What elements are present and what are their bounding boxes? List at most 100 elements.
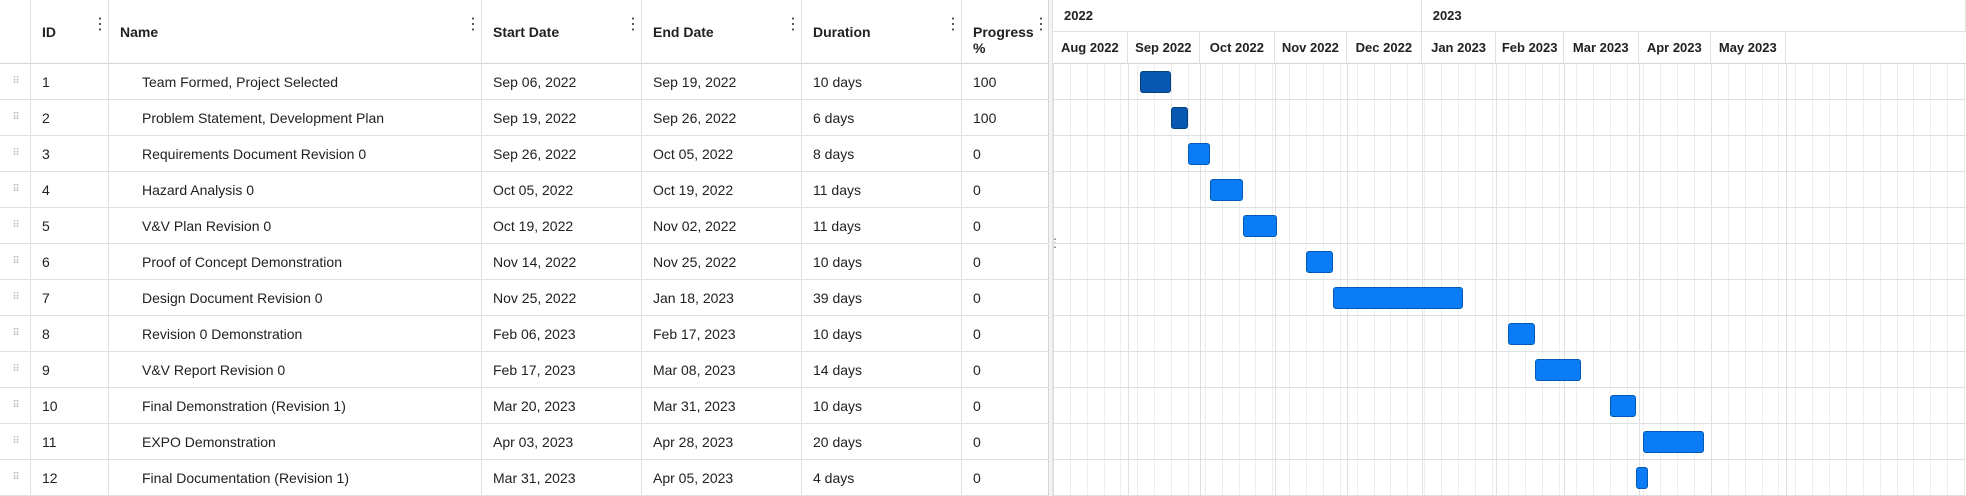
drag-handle-icon[interactable]: ⠿ [12, 112, 19, 123]
cell-duration[interactable]: 14 days [802, 352, 962, 388]
drag-handle-icon[interactable]: ⠿ [12, 148, 19, 159]
cell-start-date[interactable]: Apr 03, 2023 [482, 424, 642, 460]
column-header-progress[interactable]: Progress % ⋮ [962, 0, 1049, 64]
cell-end-date[interactable]: Mar 08, 2023 [642, 352, 802, 388]
drag-handle-icon[interactable]: ⠿ [12, 76, 19, 87]
cell-id[interactable]: 11 [31, 424, 109, 460]
cell-end-date[interactable]: Apr 28, 2023 [642, 424, 802, 460]
table-row[interactable]: ⠿ 10 Final Demonstration (Revision 1) Mar 2… [0, 388, 1049, 424]
table-row[interactable]: ⠿ 12 Final Documentation (Revision 1) Mar 3… [0, 460, 1049, 496]
task-bar[interactable] [1535, 359, 1581, 381]
cell-progress[interactable]: 0 [973, 254, 981, 270]
drag-handle-icon[interactable]: ⠿ [12, 400, 19, 411]
task-bar[interactable] [1609, 395, 1637, 417]
cell-end-date[interactable]: Nov 02, 2022 [642, 208, 802, 244]
cell-end-date[interactable]: Apr 05, 2023 [642, 460, 802, 496]
cell-start-date[interactable]: Nov 25, 2022 [482, 280, 642, 316]
column-header-duration[interactable]: Duration ⋮ [802, 0, 962, 64]
cell-duration[interactable]: 20 days [802, 424, 962, 460]
cell-progress[interactable]: 100 [973, 110, 997, 126]
table-row[interactable]: ⠿ 5 V&V Plan Revision 0 Oct 19, 2022 Nov 02,… [0, 208, 1049, 244]
cell-name[interactable]: Requirements Document Revision 0 [109, 136, 482, 172]
task-bar[interactable] [1643, 431, 1704, 453]
drag-handle-icon[interactable]: ⠿ [12, 328, 19, 339]
cell-end-date[interactable]: Oct 19, 2022 [642, 172, 802, 208]
column-header-name[interactable]: Name ⋮ [109, 0, 482, 64]
cell-name[interactable]: Team Formed, Project Selected [109, 64, 482, 100]
column-header-id[interactable]: ID ⋮ [31, 0, 109, 64]
column-header-start-date[interactable]: Start Date ⋮ [482, 0, 642, 64]
cell-end-date[interactable]: Feb 17, 2023 [642, 316, 802, 352]
cell-name[interactable]: Revision 0 Demonstration [109, 316, 482, 352]
cell-duration[interactable]: 11 days [802, 172, 962, 208]
column-header-end-date[interactable]: End Date ⋮ [642, 0, 802, 64]
cell-id[interactable]: 7 [31, 280, 109, 316]
cell-name[interactable]: Final Documentation (Revision 1) [109, 460, 482, 496]
table-row[interactable]: ⠿ 3 Requirements Document Revision 0 Sep 26… [0, 136, 1049, 172]
drag-handle-icon[interactable]: ⠿ [12, 472, 19, 483]
cell-end-date[interactable]: Sep 26, 2022 [642, 100, 802, 136]
task-bar[interactable] [1139, 71, 1172, 93]
cell-progress[interactable]: 0 [973, 434, 981, 450]
cell-name[interactable]: Design Document Revision 0 [109, 280, 482, 316]
cell-start-date[interactable]: Feb 17, 2023 [482, 352, 642, 388]
drag-handle-icon[interactable]: ⠿ [12, 364, 19, 375]
vertical-ellipsis-icon[interactable]: ⋮ [92, 16, 108, 33]
cell-id[interactable]: 6 [31, 244, 109, 280]
cell-start-date[interactable]: Sep 06, 2022 [482, 64, 642, 100]
cell-id[interactable]: 8 [31, 316, 109, 352]
table-row[interactable]: ⠿ 6 Proof of Concept Demonstration Nov 14, … [0, 244, 1049, 280]
cell-id[interactable]: 3 [31, 136, 109, 172]
drag-handle-icon[interactable]: ⠿ [12, 436, 19, 447]
table-row[interactable]: ⠿ 11 EXPO Demonstration Apr 03, 2023 Apr 28,… [0, 424, 1049, 460]
cell-end-date[interactable]: Mar 31, 2023 [642, 388, 802, 424]
drag-handle-icon[interactable]: ⠿ [12, 292, 19, 303]
cell-progress[interactable]: 0 [973, 398, 981, 414]
cell-duration[interactable]: 10 days [802, 64, 962, 100]
cell-end-date[interactable]: Jan 18, 2023 [642, 280, 802, 316]
cell-progress[interactable]: 0 [973, 470, 981, 486]
cell-id[interactable]: 2 [31, 100, 109, 136]
cell-name[interactable]: V&V Plan Revision 0 [109, 208, 482, 244]
cell-name[interactable]: V&V Report Revision 0 [109, 352, 482, 388]
vertical-ellipsis-icon[interactable]: ⋮ [785, 16, 801, 33]
cell-name[interactable]: Proof of Concept Demonstration [109, 244, 482, 280]
cell-name[interactable]: Final Demonstration (Revision 1) [109, 388, 482, 424]
cell-start-date[interactable]: Oct 19, 2022 [482, 208, 642, 244]
cell-duration[interactable]: 6 days [802, 100, 962, 136]
cell-progress[interactable]: 0 [973, 362, 981, 378]
cell-duration[interactable]: 8 days [802, 136, 962, 172]
task-bar[interactable] [1171, 107, 1188, 129]
cell-name[interactable]: Problem Statement, Development Plan [109, 100, 482, 136]
table-row[interactable]: ⠿ 4 Hazard Analysis 0 Oct 05, 2022 Oct 19, 2… [0, 172, 1049, 208]
cell-progress[interactable]: 0 [973, 218, 981, 234]
cell-name[interactable]: EXPO Demonstration [109, 424, 482, 460]
task-bar[interactable] [1332, 287, 1463, 309]
table-row[interactable]: ⠿ 8 Revision 0 Demonstration Feb 06, 2023 Fe… [0, 316, 1049, 352]
cell-start-date[interactable]: Feb 06, 2023 [482, 316, 642, 352]
cell-id[interactable]: 5 [31, 208, 109, 244]
vertical-ellipsis-icon[interactable]: ⋮ [945, 16, 961, 33]
drag-handle-icon[interactable]: ⠿ [12, 256, 19, 267]
task-bar[interactable] [1508, 323, 1535, 345]
cell-duration[interactable]: 10 days [802, 244, 962, 280]
cell-start-date[interactable]: Mar 31, 2023 [482, 460, 642, 496]
cell-duration[interactable]: 4 days [802, 460, 962, 496]
vertical-ellipsis-icon[interactable]: ⋮ [465, 16, 481, 33]
cell-progress[interactable]: 100 [973, 74, 997, 90]
cell-duration[interactable]: 39 days [802, 280, 962, 316]
cell-id[interactable]: 1 [31, 64, 109, 100]
drag-handle-icon[interactable]: ⠿ [12, 220, 19, 231]
cell-progress[interactable]: 0 [973, 326, 981, 342]
cell-id[interactable]: 4 [31, 172, 109, 208]
table-row[interactable]: ⠿ 9 V&V Report Revision 0 Feb 17, 2023 Mar 0… [0, 352, 1049, 388]
cell-progress[interactable]: 0 [973, 290, 981, 306]
cell-id[interactable]: 10 [31, 388, 109, 424]
cell-end-date[interactable]: Oct 05, 2022 [642, 136, 802, 172]
task-bar[interactable] [1243, 215, 1278, 237]
cell-progress[interactable]: 0 [973, 182, 981, 198]
cell-start-date[interactable]: Mar 20, 2023 [482, 388, 642, 424]
cell-duration[interactable]: 10 days [802, 388, 962, 424]
cell-name[interactable]: Hazard Analysis 0 [109, 172, 482, 208]
cell-start-date[interactable]: Oct 05, 2022 [482, 172, 642, 208]
